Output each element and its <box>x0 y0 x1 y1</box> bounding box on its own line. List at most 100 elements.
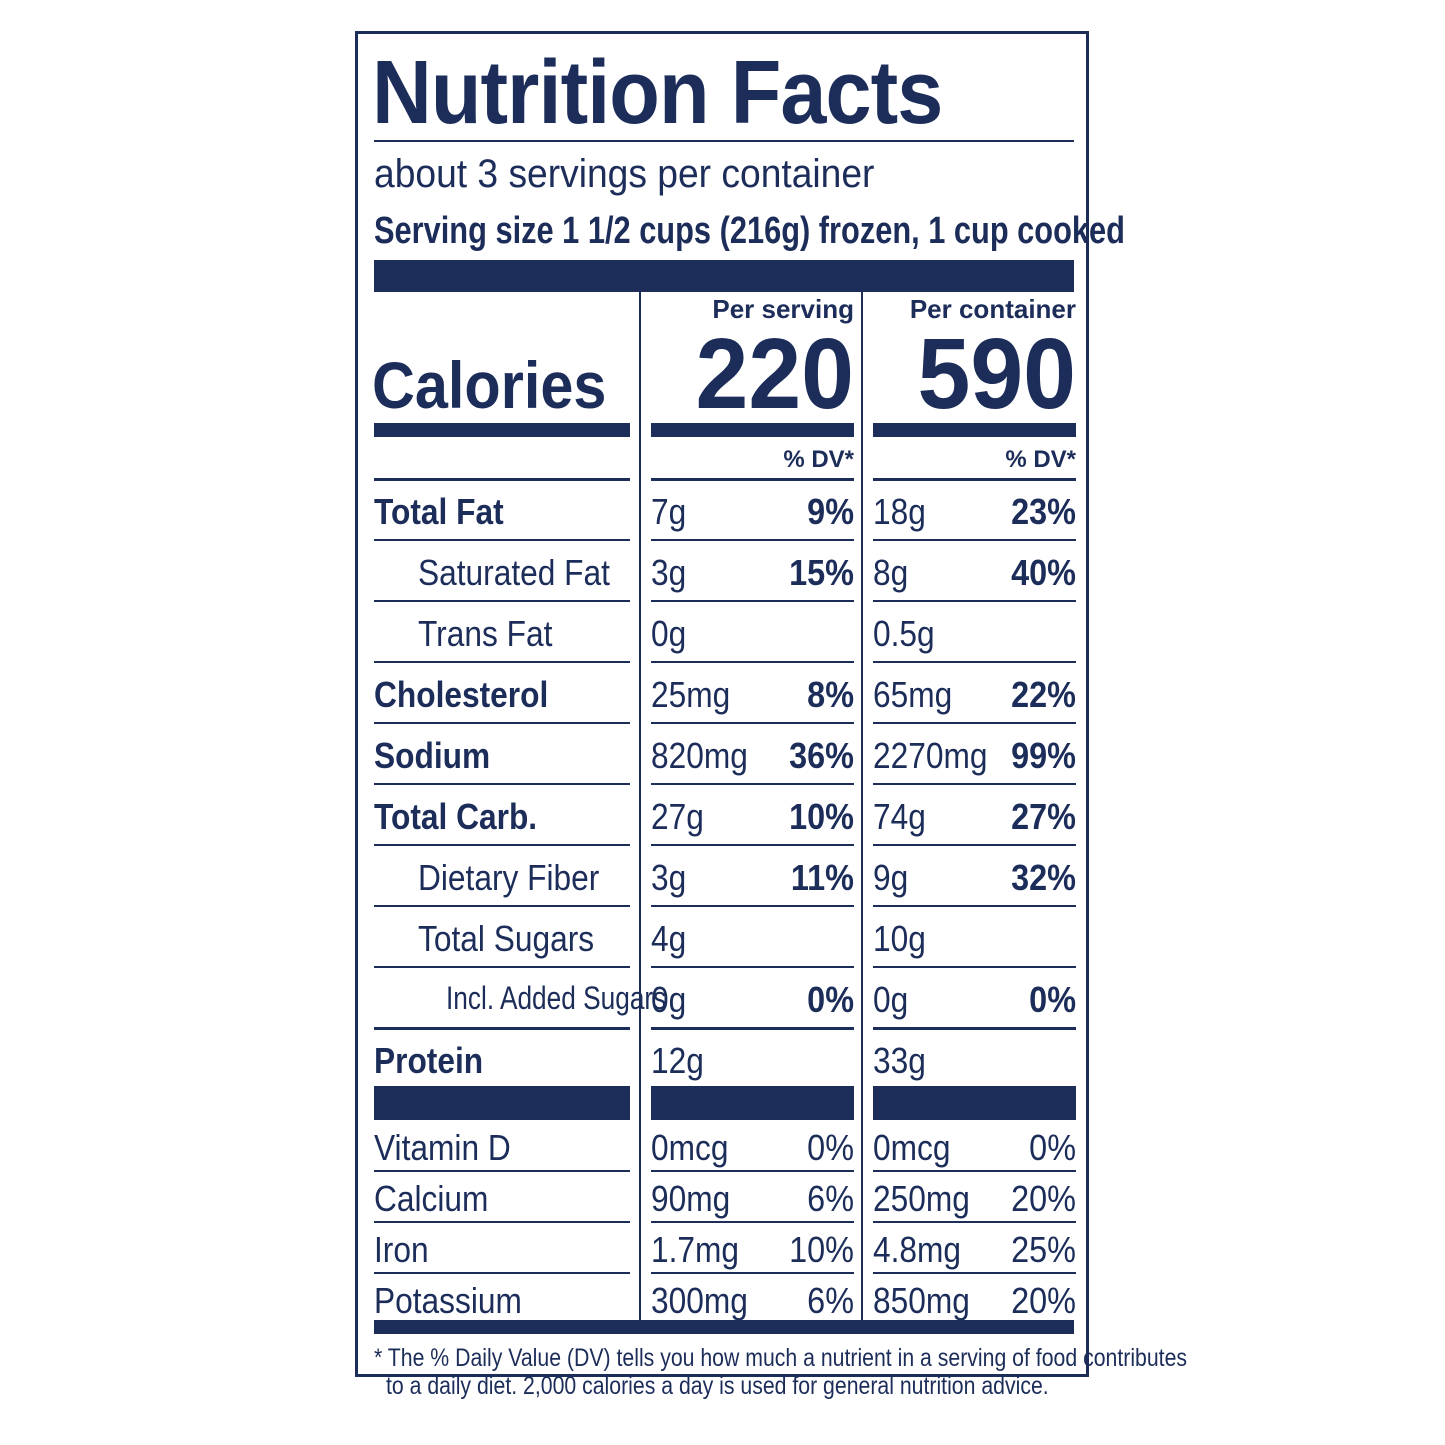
footnote-line-1: * The % Daily Value (DV) tells you how m… <box>374 1344 1188 1372</box>
serving-dv: 15% <box>789 552 854 593</box>
calories-bar-1 <box>374 423 630 437</box>
container-dv: 40% <box>1011 552 1076 593</box>
row-rule-serving <box>651 539 854 541</box>
vitamin-serving-dv: 0% <box>807 1127 854 1168</box>
vitamin-rule-container <box>873 1272 1076 1274</box>
container-dv: 23% <box>1011 491 1076 532</box>
serving-dv: 9% <box>807 491 854 532</box>
vitamin-container-dv: 20% <box>1011 1280 1076 1321</box>
serving-amount: 12g <box>651 1040 704 1081</box>
vitamin-serving-amount: 0mcg <box>651 1127 729 1168</box>
container-amount: 74g <box>873 796 926 837</box>
serving-amount: 25mg <box>651 674 731 715</box>
vitamin-name: Potassium <box>374 1280 522 1321</box>
vitamin-rule-container <box>873 1170 1076 1172</box>
row-rule-container <box>873 600 1076 602</box>
row-rule-name <box>374 600 630 602</box>
vitamin-rule-name <box>374 1221 630 1223</box>
nutrient-name: Sodium <box>374 735 491 776</box>
row-rule-container <box>873 966 1076 968</box>
serving-amount: 0g <box>651 613 687 654</box>
serving-size: Serving size 1 1/2 cups (216g) frozen, 1… <box>374 210 1125 252</box>
dv-header-container: % DV* <box>1005 446 1076 473</box>
container-dv: 0% <box>1029 979 1076 1020</box>
row-rule-container <box>873 905 1076 907</box>
row-rule-container <box>873 661 1076 663</box>
row-rule-serving <box>651 478 854 481</box>
row-rule-container <box>873 722 1076 724</box>
title-rule <box>374 140 1074 142</box>
vitamin-serving-amount: 300mg <box>651 1280 748 1321</box>
nutrient-name: Total Carb. <box>374 796 538 837</box>
container-amount: 18g <box>873 491 926 532</box>
dv-header-serving: % DV* <box>783 446 854 473</box>
vitamin-bar-1 <box>374 1086 630 1120</box>
container-amount: 8g <box>873 552 909 593</box>
serving-amount: 3g <box>651 552 687 593</box>
serving-amount: 27g <box>651 796 704 837</box>
row-rule-name <box>374 1027 630 1030</box>
vitamin-name: Vitamin D <box>374 1127 511 1168</box>
row-rule-name <box>374 661 630 663</box>
calories-bar-2 <box>651 423 854 437</box>
nutrient-name: Cholesterol <box>374 674 549 715</box>
per-serving-header: Per serving <box>712 294 854 324</box>
vitamin-container-amount: 0mcg <box>873 1127 951 1168</box>
container-amount: 0g <box>873 979 909 1020</box>
thick-bar-top <box>374 260 1074 292</box>
container-dv: 99% <box>1011 735 1076 776</box>
container-amount: 0.5g <box>873 613 935 654</box>
row-rule-serving <box>651 600 854 602</box>
per-container-header: Per container <box>909 294 1076 324</box>
serving-dv: 0% <box>807 979 854 1020</box>
row-rule-name <box>374 966 630 968</box>
vitamin-serving-amount: 90mg <box>651 1178 731 1219</box>
container-amount: 9g <box>873 857 909 898</box>
row-rule-container <box>873 539 1076 541</box>
vitamin-bar-3 <box>873 1086 1076 1120</box>
nutrition-facts-label: Nutrition Facts about 3 servings per con… <box>355 31 1187 1399</box>
nutrient-name: Trans Fat <box>418 613 553 654</box>
serving-dv: 36% <box>789 735 854 776</box>
container-amount: 2270mg <box>873 735 988 776</box>
row-rule-container <box>873 844 1076 846</box>
row-rule-container <box>873 1027 1076 1030</box>
vitamin-name: Iron <box>374 1229 429 1270</box>
row-rule-container <box>873 783 1076 785</box>
calories-bar-3 <box>873 423 1076 437</box>
container-dv: 27% <box>1011 796 1076 837</box>
container-amount: 65mg <box>873 674 953 715</box>
row-rule-container <box>873 478 1076 481</box>
row-rule-serving <box>651 661 854 663</box>
footnote-line-2: to a daily diet. 2,000 calories a day is… <box>386 1372 1049 1400</box>
vitamin-container-amount: 850mg <box>873 1280 970 1321</box>
row-rule-name <box>374 478 630 481</box>
row-rule-serving <box>651 783 854 785</box>
row-rule-name <box>374 783 630 785</box>
serving-dv: 11% <box>790 857 854 898</box>
row-rule-name <box>374 844 630 846</box>
vitamin-serving-dv: 6% <box>807 1178 854 1219</box>
row-rule-serving <box>651 844 854 846</box>
calories-label: Calories <box>372 348 607 422</box>
vitamin-rule-container <box>873 1221 1076 1223</box>
serving-amount: 7g <box>651 491 687 532</box>
column-divider-1 <box>639 292 641 1320</box>
column-divider-2 <box>861 292 863 1320</box>
container-dv: 32% <box>1011 857 1076 898</box>
vitamin-container-amount: 4.8mg <box>873 1229 962 1270</box>
container-amount: 10g <box>873 918 926 959</box>
vitamin-rule-serving <box>651 1221 854 1223</box>
serving-amount: 820mg <box>651 735 748 776</box>
container-dv: 22% <box>1011 674 1076 715</box>
nutrient-name: Dietary Fiber <box>418 857 600 898</box>
serving-amount: 3g <box>651 857 687 898</box>
vitamin-container-dv: 20% <box>1011 1178 1076 1219</box>
nutrient-name: Total Fat <box>374 491 504 532</box>
container-amount: 33g <box>873 1040 926 1081</box>
serving-amount: 4g <box>651 918 687 959</box>
vitamin-rule-name <box>374 1272 630 1274</box>
nutrient-name: Total Sugars <box>418 918 595 959</box>
label-title: Nutrition Facts <box>372 43 943 143</box>
vitamin-container-amount: 250mg <box>873 1178 970 1219</box>
